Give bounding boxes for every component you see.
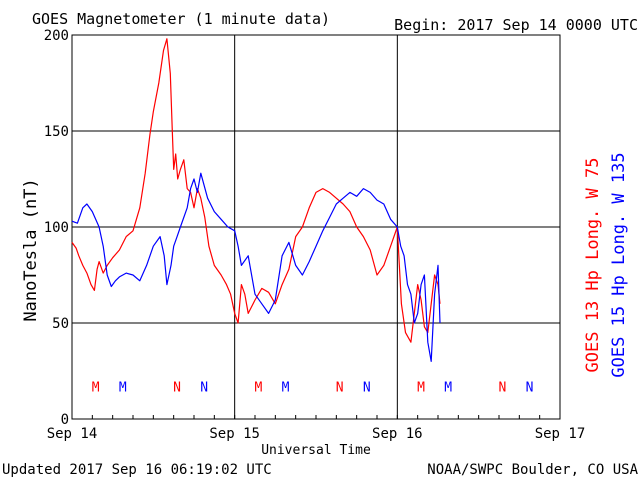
y-axis-label: NanoTesla (nT): [21, 178, 41, 321]
annotation-marker: M: [282, 380, 290, 395]
annotation-marker: M: [444, 380, 452, 395]
y-tick-label: 100: [44, 220, 69, 236]
plot-grid: [71, 34, 561, 420]
x-tick-label: Sep 16: [372, 426, 423, 442]
annotation-marker: N: [336, 380, 344, 395]
begin-label: Begin: 2017 Sep 14 0000 UTC: [394, 16, 638, 34]
annotation-marker: N: [526, 380, 534, 395]
series-line-2: [71, 172, 441, 362]
updated-timestamp: Updated 2017 Sep 16 06:19:02 UTC: [2, 462, 272, 478]
y-tick-label: 200: [44, 28, 69, 44]
annotation-marker: M: [92, 380, 100, 395]
annotation-marker: M: [119, 380, 127, 395]
x-tick-label: Sep 17: [535, 426, 586, 442]
y-tick-label: 50: [52, 316, 69, 332]
source-credit: NOAA/SWPC Boulder, CO USA: [427, 462, 638, 478]
series-lines: [71, 38, 441, 362]
legend-series-1: GOES 13 Hp Long. W 75: [583, 158, 603, 373]
annotation-marker: N: [363, 380, 371, 395]
annotation-marker: N: [173, 380, 181, 395]
annotation-marker: M: [417, 380, 425, 395]
annotation-marker: N: [200, 380, 208, 395]
legend-series-2: GOES 15 Hp Long. W 135: [609, 152, 629, 377]
x-tick-label: Sep 15: [209, 426, 260, 442]
series-line-1: [71, 38, 441, 343]
y-axis-ticks: 0 50 100 150 200: [44, 28, 69, 428]
x-axis-ticks: Sep 14 Sep 15 Sep 16 Sep 17: [47, 415, 586, 442]
annotation-marker: M: [254, 380, 262, 395]
annotation-marker: N: [498, 380, 506, 395]
x-axis-label: Universal Time: [261, 443, 371, 458]
x-tick-label: Sep 14: [47, 426, 98, 442]
y-tick-label: 0: [61, 412, 69, 428]
chart-title: GOES Magnetometer (1 minute data): [32, 10, 330, 28]
y-tick-label: 150: [44, 124, 69, 140]
